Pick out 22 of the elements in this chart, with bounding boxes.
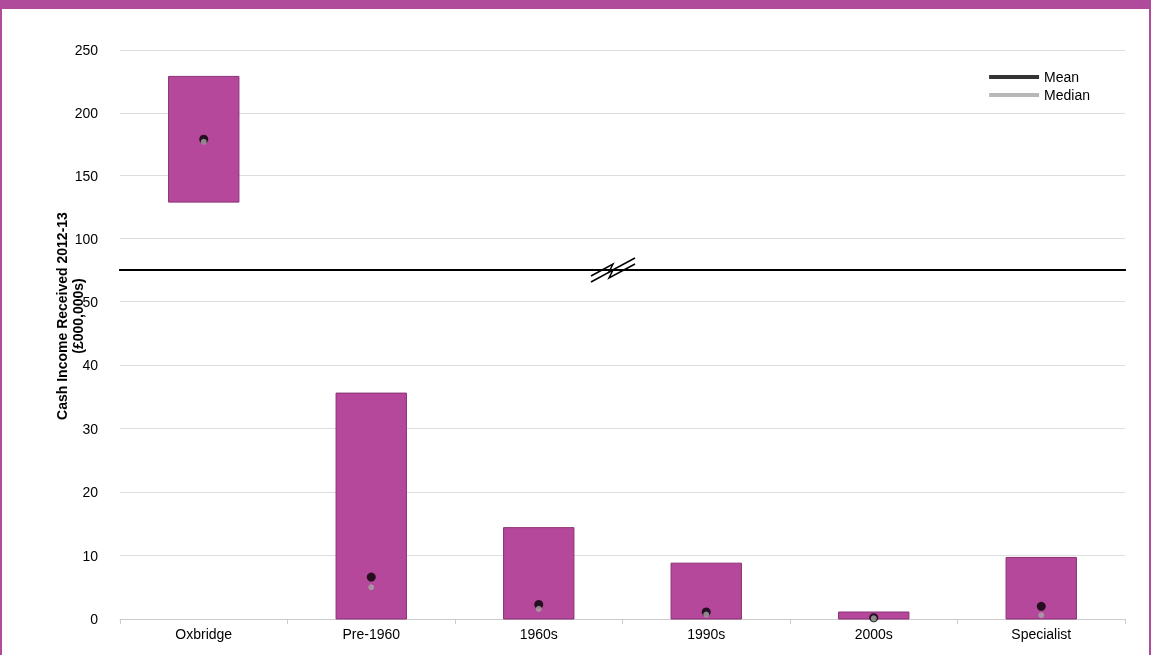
x-tick-label: 1960s xyxy=(519,626,558,642)
x-tick-label: 2000s xyxy=(854,626,893,642)
y-tick-label: 250 xyxy=(74,42,99,58)
x-tick-label: Specialist xyxy=(1011,626,1072,642)
y-tick-label: 100 xyxy=(74,230,99,247)
bar xyxy=(670,562,742,620)
y-tick-label: 40 xyxy=(82,357,99,374)
bar xyxy=(503,527,575,620)
x-tick-label: Pre-1960 xyxy=(342,626,401,642)
y-tick-label: 20 xyxy=(82,484,99,501)
bar xyxy=(335,392,407,620)
bar xyxy=(838,611,910,620)
bar xyxy=(1005,556,1077,620)
x-tick-label: Oxbridge xyxy=(175,626,233,642)
y-tick-label: 10 xyxy=(82,547,99,564)
legend-label: Mean xyxy=(1044,69,1080,85)
y-tick-label: 150 xyxy=(74,167,99,184)
y-tick-label: 0 xyxy=(90,611,99,627)
legend-label: Median xyxy=(1044,87,1090,103)
y-tick-label: 30 xyxy=(82,420,99,437)
x-tick-label: 1990s xyxy=(687,626,726,642)
y-tick-label: 200 xyxy=(74,104,99,121)
